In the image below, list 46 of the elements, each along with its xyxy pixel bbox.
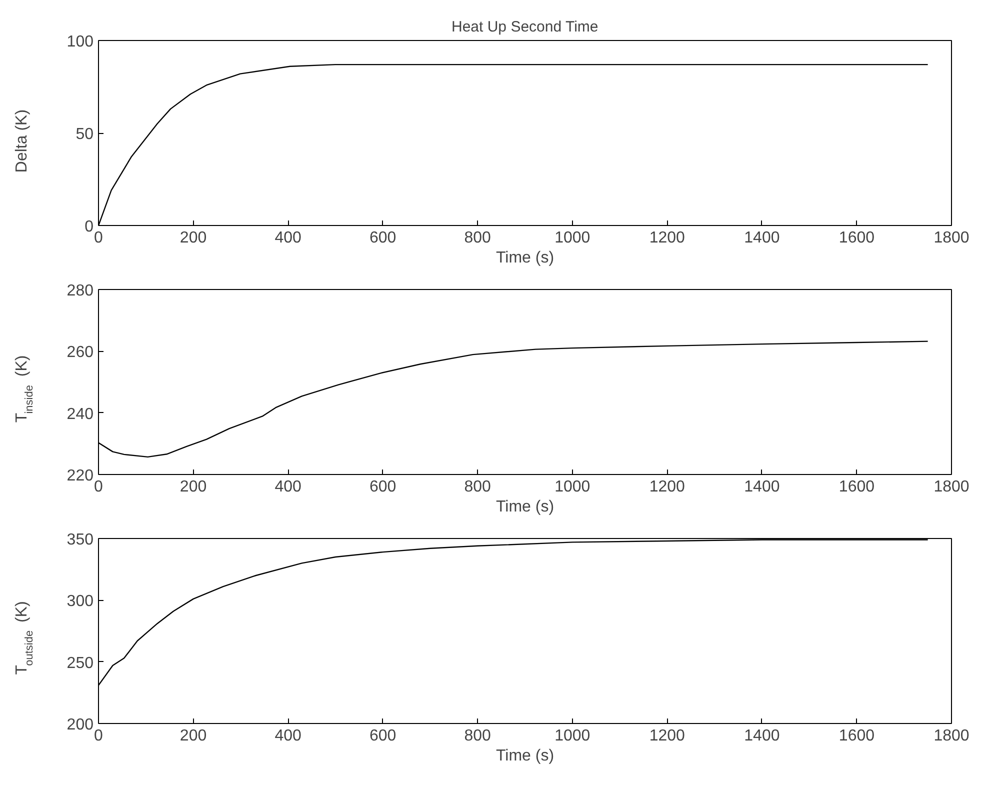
y-tick-label: 0 [84,218,94,236]
y-axis-title: Delta (K) [14,109,30,173]
x-tick-label: 1400 [744,230,780,246]
y-tick-label: 300 [66,593,94,610]
x-tick-label: 1200 [649,478,686,496]
x-axis-title: Time (s) [496,250,554,266]
x-tick-label: 1800 [934,728,970,744]
x-tick-label: 800 [464,478,492,496]
x-tick-label: 800 [464,728,492,744]
x-tick-label: 1000 [554,230,590,246]
x-tick-label: 600 [369,728,396,744]
y-tick-label: 100 [66,34,94,50]
x-axis-title: Time (s) [496,498,554,516]
x-tick-label: 1800 [934,230,970,246]
y-tick-label: 250 [66,654,94,672]
chart-title: Heat Up Second Time [451,18,598,36]
x-tick-label: 600 [369,230,396,246]
x-tick-label: 1200 [649,728,686,744]
x-tick-label: 400 [274,478,302,496]
x-tick-label: 400 [274,230,302,246]
x-tick-label: 1200 [649,230,686,246]
x-tick-label: 800 [464,230,492,246]
y-tick-label: 220 [66,468,94,484]
x-tick-label: 1600 [838,728,875,744]
x-tick-label: 600 [369,478,396,496]
x-tick-label: 1400 [744,728,780,744]
y-axis-title: Toutside (K) [14,601,36,675]
x-tick-label: 200 [180,728,207,744]
y-tick-label: 280 [66,282,94,300]
x-tick-label: 1600 [838,230,875,246]
x-tick-label: 1000 [554,478,590,496]
x-tick-label: 1400 [744,478,780,496]
line-series [98,340,928,458]
y-axis-title: Tinside (K) [14,355,36,423]
x-tick-label: 1000 [554,728,590,744]
y-tick-label: 50 [76,126,94,143]
x-tick-label: 1800 [934,478,970,496]
x-tick-label: 200 [180,478,207,496]
y-tick-label: 350 [66,532,94,548]
x-tick-label: 1600 [838,478,875,496]
y-tick-label: 260 [66,344,94,362]
y-tick-label: 200 [66,716,94,734]
x-axis-title: Time (s) [496,748,554,764]
y-tick-label: 240 [66,406,94,423]
x-tick-label: 400 [274,728,302,744]
x-tick-label: 200 [180,230,207,246]
